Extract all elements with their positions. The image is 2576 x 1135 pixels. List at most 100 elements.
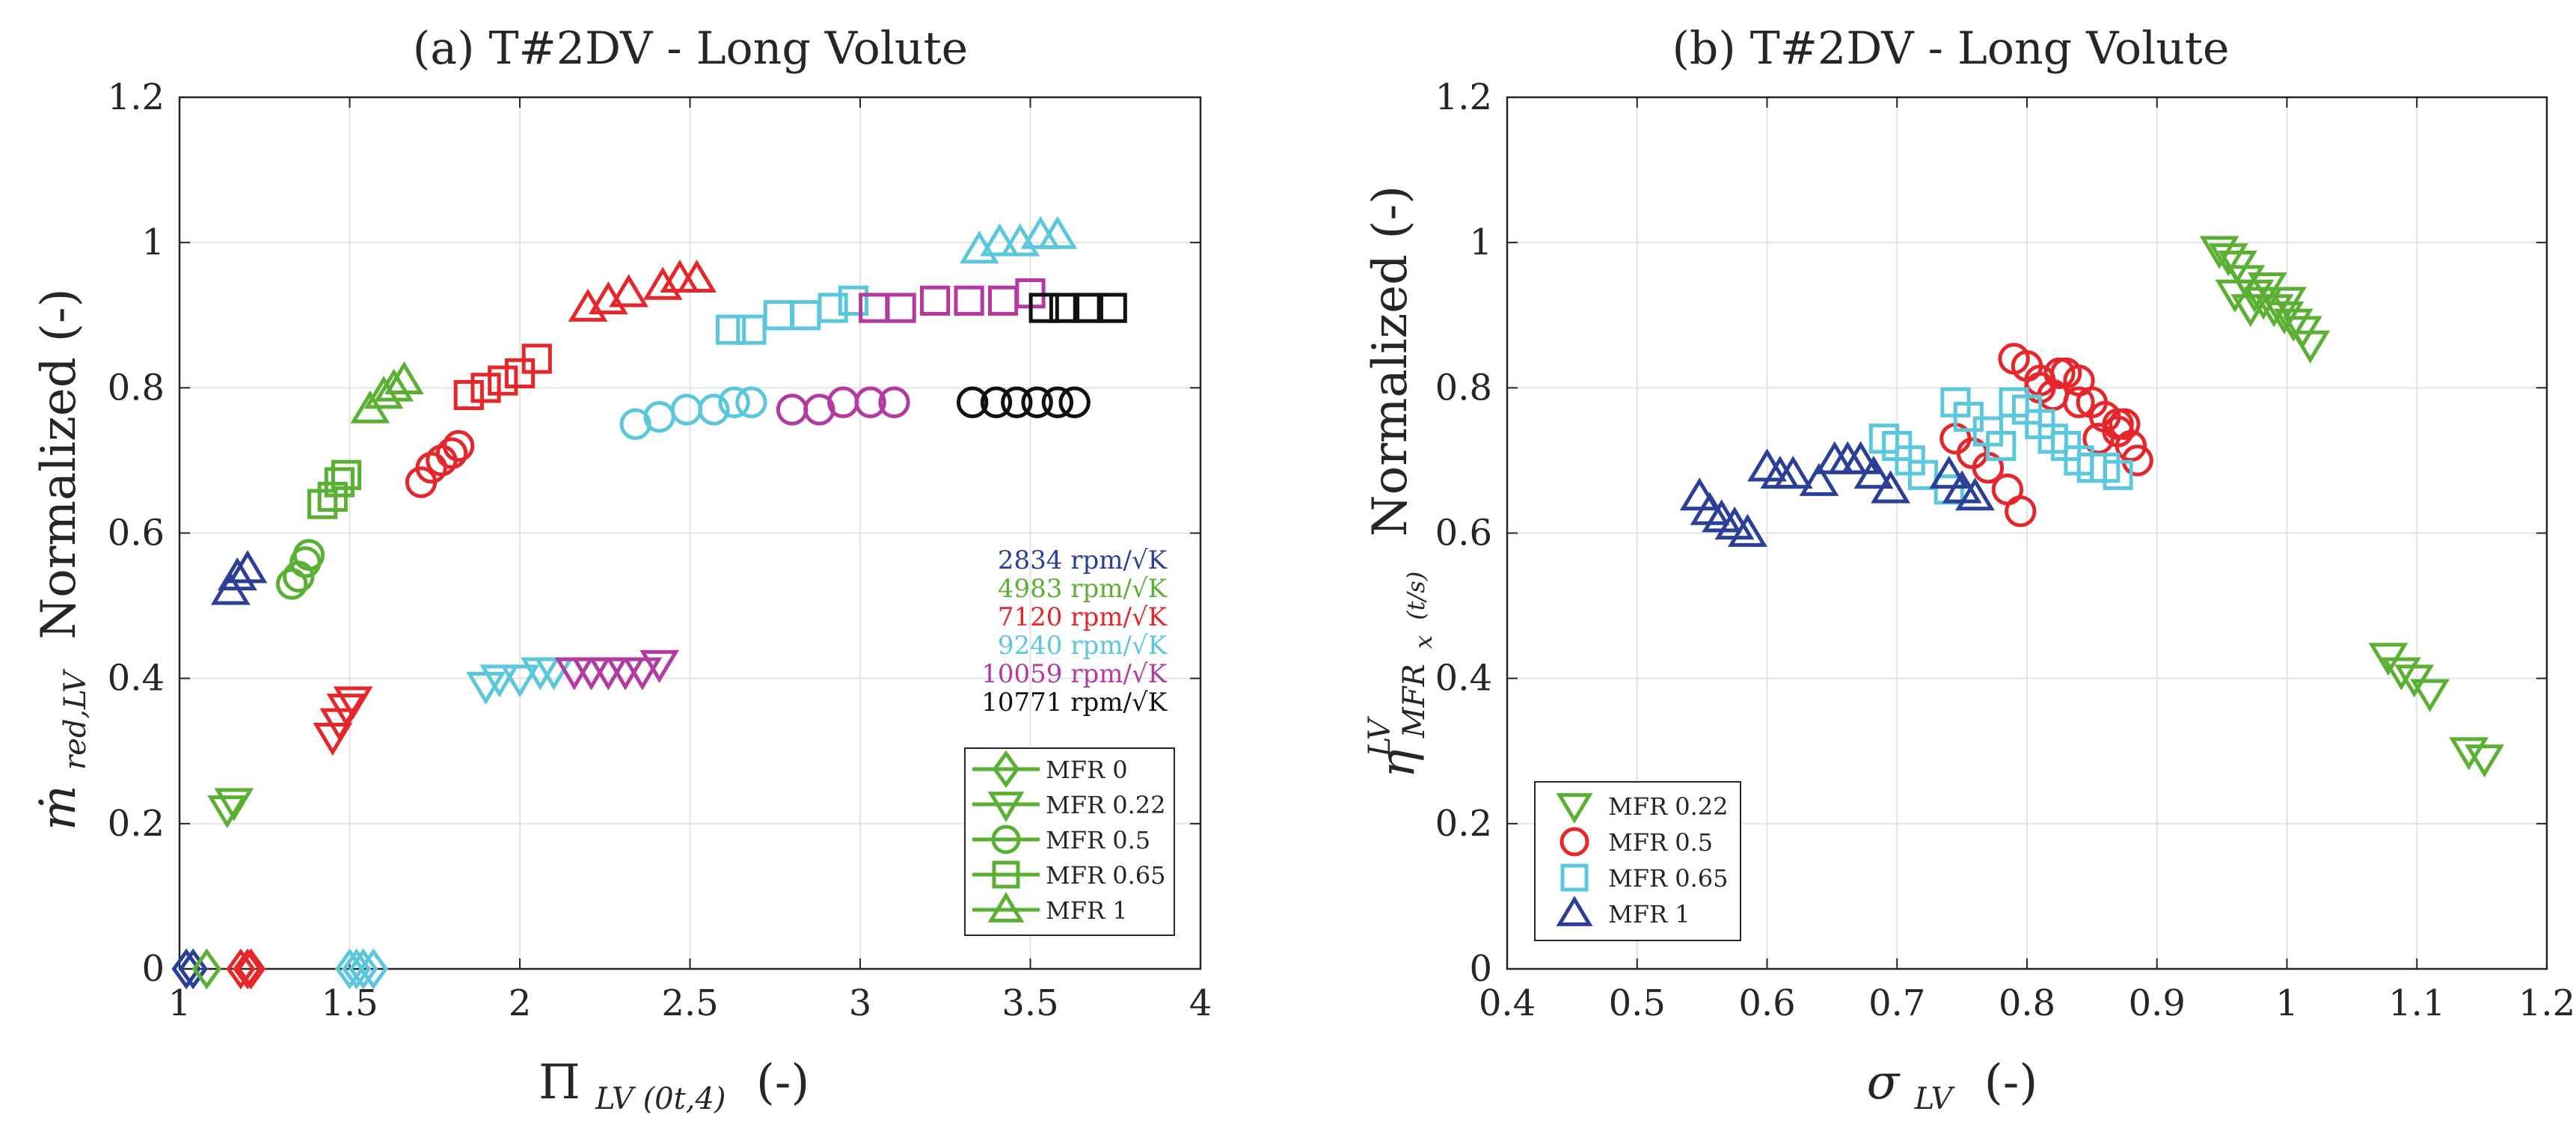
chart-a-series (191, 948, 221, 990)
chart-a-xtick-label: 2 (509, 982, 532, 1024)
chart-b-data-point (2273, 308, 2313, 342)
chart-a-ylabel-main: ṁ (31, 785, 87, 830)
chart-b-data-point (2103, 459, 2133, 490)
chart-a-series (554, 649, 679, 691)
chart-b-data-point (1955, 477, 1995, 511)
marker-legend-label: MFR 0 (1046, 756, 1128, 784)
chart-a-series (859, 278, 1046, 323)
chart-b-ytick-label: 1 (1469, 221, 1492, 263)
chart-a-data-point (640, 649, 679, 684)
chart-a-data-point (191, 948, 221, 990)
chart-b-ytick-label: 0 (1469, 948, 1492, 990)
marker-legend-label: MFR 1 (1608, 900, 1690, 929)
chart-a-data-point (1097, 293, 1127, 323)
marker-legend-symbol (992, 750, 1020, 789)
chart-b-xlabel-suffix: (-) (1984, 1055, 2038, 1110)
chart-b-marker-legend-items: MFR 0.22 MFR 0.5 MFR 0.65 MFR 1 (1556, 792, 1728, 929)
speed-legend-entry: 10771 rpm/√K (981, 688, 1167, 718)
chart-a-data-point (854, 386, 886, 418)
chart-a-data-point (1001, 386, 1033, 418)
chart-b-data-point (2381, 657, 2421, 691)
chart-a-data-point (956, 386, 989, 418)
marker-legend-label: MFR 0.22 (1046, 791, 1165, 819)
chart-a-data-point (622, 657, 663, 691)
chart-a-ytick-label: 1.2 (108, 76, 165, 118)
chart-a-series (210, 550, 268, 605)
marker-legend-symbol (1556, 896, 1593, 926)
speed-legend-entry: 7120 rpm/√K (998, 602, 1168, 632)
chart-a-data-point (859, 293, 889, 323)
chart-a-data-point (453, 379, 484, 411)
chart-b-xlabel-sub: LV (1914, 1082, 1956, 1116)
chart-a-data-point (435, 437, 468, 469)
chart-a-data-point (1028, 293, 1059, 323)
chart-a-data-point (236, 948, 266, 990)
panel-b: (b) T#2DV - Long Volute 0.4 0.5 0.6 0.7 0.8 0… (1363, 22, 2576, 1116)
chart-a-data-point (698, 394, 730, 426)
chart-a-ylabel-suffix: Normalized (-) (31, 288, 87, 639)
chart-a-data-point (763, 300, 794, 331)
marker-legend-label: MFR 0.22 (1608, 792, 1728, 821)
chart-b-data-point (1841, 441, 1881, 474)
marker-legend-symbol (1560, 863, 1589, 892)
chart-a-data-point (334, 948, 365, 990)
chart-b-xtick-label: 0.8 (1999, 982, 2055, 1024)
chart-a-data-point (521, 343, 552, 374)
chart-a-xlabel: Π LV (0t,4) (-) (539, 1055, 809, 1121)
chart-a-data-point (324, 467, 355, 498)
chart-a-data-point (331, 459, 362, 490)
chart-a-data-point (776, 394, 809, 426)
chart-b-ytick-label: 0.6 (1435, 513, 1492, 554)
chart-b-marker-legend: MFR 0.22 MFR 0.5 MFR 0.65 MFR 1 (1534, 781, 1741, 941)
chart-a-ytick-label: 0.2 (108, 803, 165, 845)
chart-b-ylabel-subtail: (t/s) (1402, 572, 1430, 620)
chart-b-title: (b) T#2DV - Long Volute (1672, 22, 2229, 75)
chart-b-data-point (1986, 430, 2017, 462)
chart-a-series (568, 259, 717, 322)
chart-a-ylabel-sub: red,LV (58, 668, 93, 770)
chart-a-series (334, 948, 388, 990)
chart-b-series (1868, 387, 2133, 505)
chart-a-data-point (588, 657, 628, 691)
chart-a-data-point (735, 386, 767, 418)
marker-legend-label: MFR 1 (1046, 896, 1128, 925)
chart-a-xlabel-main: Π (539, 1055, 580, 1110)
chart-b-xtick-label: 0.4 (1479, 982, 1536, 1024)
chart-b-xtick-label: 1.1 (2388, 982, 2445, 1024)
chart-b-xtick-label: 0.9 (2129, 982, 2186, 1024)
chart-b-ylabel-subsub: x (1409, 635, 1438, 649)
chart-a-data-point (227, 550, 268, 584)
marker-legend-label: MFR 0.5 (1046, 826, 1150, 854)
chart-a-data-point (470, 373, 501, 403)
chart-a-data-point (677, 259, 717, 293)
chart-a-series (171, 948, 208, 990)
marker-legend-label: MFR 0.65 (1608, 864, 1728, 893)
chart-a-data-point (571, 657, 611, 691)
chart-a-series (453, 343, 552, 411)
chart-b-ticks: 0.4 0.5 0.6 0.7 0.8 0.9 1 1.1 1.2 0 0.2 0.4 0.6 0.8 1 1… (1435, 76, 2576, 1024)
chart-a-data-point (716, 314, 746, 345)
chart-a-series (313, 686, 373, 756)
chart-a-data-point (534, 657, 574, 691)
chart-a-data-point (988, 285, 1019, 316)
chart-b-data-point (1679, 477, 1720, 511)
marker-legend-symbol (987, 892, 1025, 923)
chart-b-xtick-label: 0.5 (1609, 982, 1666, 1024)
chart-b-data-point (2208, 243, 2248, 277)
marker-legend-symbol (991, 825, 1021, 854)
chart-a-ytick-label: 0.4 (108, 658, 165, 700)
chart-a-data-point (358, 948, 388, 990)
marker-legend-symbol (992, 860, 1020, 889)
speed-legend-entry: 10059 rpm/√K (981, 659, 1167, 689)
chart-a-xtick-label: 3.5 (1002, 982, 1058, 1024)
chart-a-data-point (233, 948, 263, 990)
chart-b-ylabel-sub: MFR (1397, 664, 1432, 738)
chart-a-title: (a) T#2DV - Long Volute (413, 22, 968, 75)
chart-b-data-point (1799, 462, 1839, 496)
chart-a-data-point (920, 285, 951, 316)
chart-b-data-point (1773, 456, 1813, 489)
chart-a-ytick-label: 0.8 (108, 367, 165, 409)
chart-a-ytick-label: 1 (141, 221, 165, 263)
chart-b-data-point (2043, 357, 2076, 390)
